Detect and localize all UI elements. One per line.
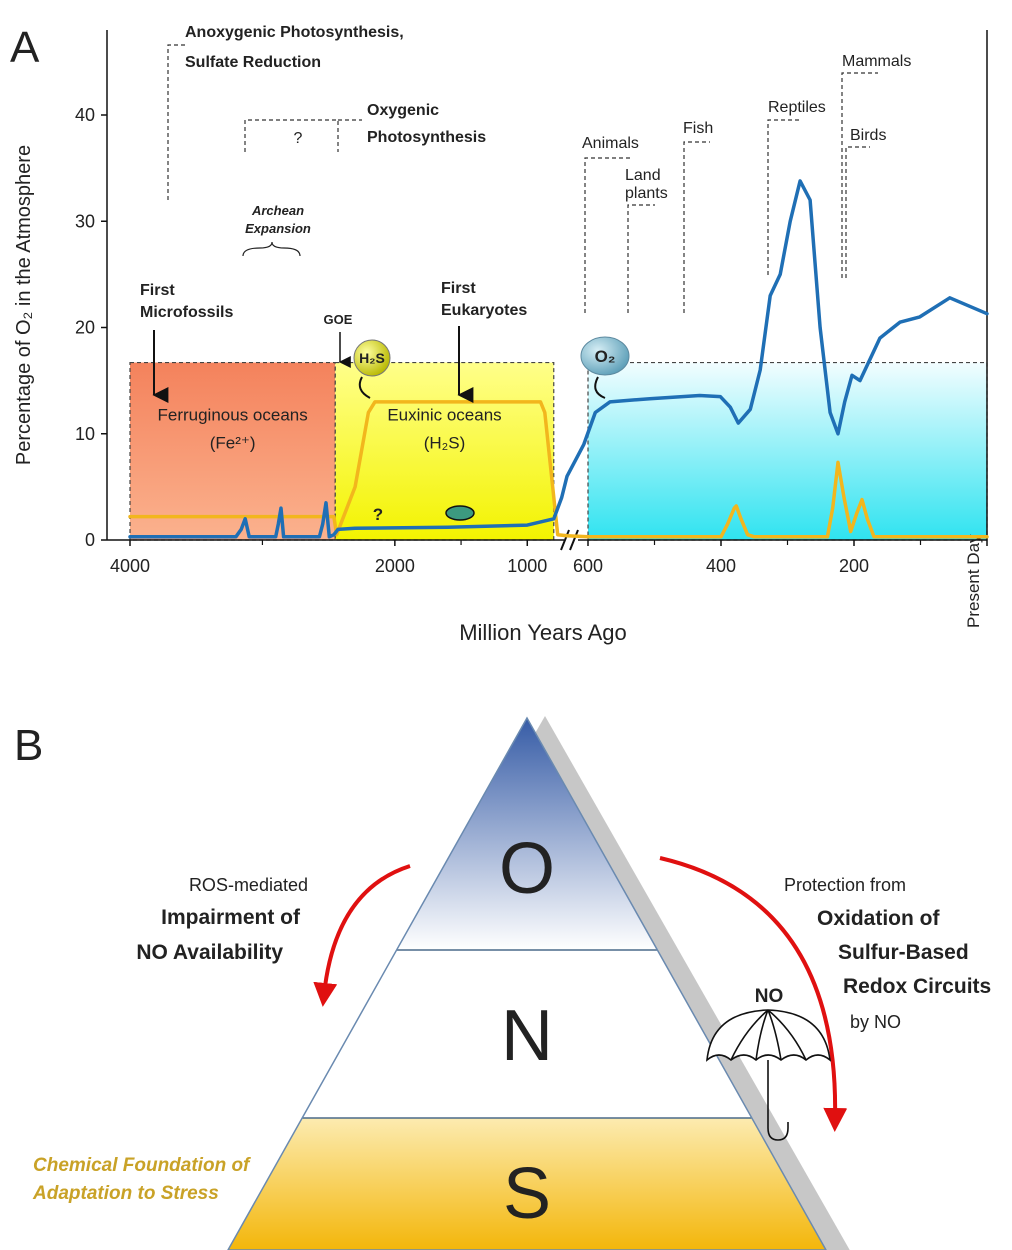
annotation: Photosynthesis: [367, 129, 486, 146]
x-tick-label: 400: [706, 556, 736, 576]
series-line: [128, 400, 989, 539]
y-tick-label: 10: [75, 424, 95, 444]
annotation: Archean: [251, 203, 304, 218]
pyramid-layer: [228, 1118, 826, 1250]
left-text: NO Availability: [136, 941, 283, 964]
right-text: by NO: [850, 1012, 901, 1032]
arrow: [594, 376, 606, 399]
arrow: [358, 376, 371, 399]
layer-label: O: [499, 829, 555, 909]
region-label: Ferruginous oceans: [157, 406, 307, 425]
region-label: Euxinic oceans: [387, 406, 501, 425]
eukaryote-icon: [445, 505, 475, 521]
brace: [242, 241, 301, 257]
timeline-bracket: [845, 146, 870, 278]
h2s-molecule: [353, 339, 391, 377]
base-text: Chemical Foundation of: [33, 1155, 251, 1176]
umbrella-icon: [705, 1009, 832, 1141]
timeline-bracket: [244, 119, 362, 152]
axis-break: [560, 529, 579, 551]
arrow: [313, 864, 411, 1007]
annotation: Land: [625, 167, 661, 184]
x-tick-label: 200: [839, 556, 869, 576]
panel-label: B: [14, 721, 43, 770]
timeline-bracket: [167, 44, 185, 200]
annotation: Oxygenic: [367, 102, 439, 119]
x-tick-label: 600: [573, 556, 603, 576]
y-tick-label: 20: [75, 318, 95, 338]
region-label: (H₂S): [424, 434, 466, 453]
y-tick-label: 30: [75, 211, 95, 231]
annotation: H₂S: [359, 350, 385, 366]
annotation: Birds: [850, 127, 886, 144]
annotation: Sulfate Reduction: [185, 54, 321, 71]
arrow: [659, 856, 848, 1132]
y-tick-label: 0: [85, 530, 95, 550]
annotation: Expansion: [245, 221, 311, 236]
annotation: Mammals: [842, 53, 911, 70]
annotation: Eukaryotes: [441, 302, 527, 319]
x-tick-label: Present Day: [964, 534, 983, 628]
umbrella-label: NO: [755, 986, 784, 1007]
layer-label: N: [501, 996, 553, 1076]
annotation: GOE: [324, 312, 353, 327]
x-tick-label: 1000: [507, 556, 547, 576]
timeline-bracket: [767, 119, 800, 275]
annotation: ?: [373, 505, 383, 524]
annotation: Reptiles: [768, 99, 826, 116]
right-text: Sulfur-Based: [838, 941, 969, 964]
y-axis-label: Percentage of O₂ in the Atmosphere: [13, 145, 35, 465]
annotation: Fish: [683, 120, 713, 137]
annotation: O₂: [595, 347, 616, 366]
o2-molecule: [580, 336, 630, 376]
series-line: [128, 179, 989, 539]
annotation: First: [441, 280, 476, 297]
plot-area: Ferruginous oceans (Fe²⁺) Euxinic oceans (H…: [75, 30, 989, 628]
pyramid-outline: [227, 716, 827, 1250]
region: [334, 361, 555, 541]
left-text: ROS-mediated: [189, 875, 308, 895]
molecule-icons: H₂S O₂ ?: [353, 336, 630, 524]
annotation: Anoxygenic Photosynthesis,: [185, 24, 404, 41]
layer-label: S: [503, 1154, 551, 1234]
annotation: Animals: [582, 135, 639, 152]
timeline-bracket: [683, 141, 710, 313]
annotation: First: [140, 282, 175, 299]
annotation: plants: [625, 185, 668, 202]
x-tick-label: 4000: [110, 556, 150, 576]
base-text: Adaptation to Stress: [32, 1183, 219, 1204]
left-text: Impairment of: [161, 906, 301, 929]
y-tick-label: 40: [75, 105, 95, 125]
annotation: Microfossils: [140, 304, 233, 321]
region: [587, 361, 988, 541]
right-text: Oxidation of: [817, 907, 941, 930]
timeline-bracket: [584, 157, 630, 313]
region-label: (Fe²⁺): [210, 434, 256, 453]
right-text: Redox Circuits: [843, 975, 991, 998]
annotation: ?: [294, 130, 303, 147]
right-text: Protection from: [784, 875, 906, 895]
x-tick-label: 2000: [375, 556, 415, 576]
panel-label: A: [10, 23, 40, 72]
x-axis-label: Million Years Ago: [459, 620, 627, 645]
timeline-bracket: [841, 72, 878, 278]
timeline-bracket: [627, 204, 655, 313]
